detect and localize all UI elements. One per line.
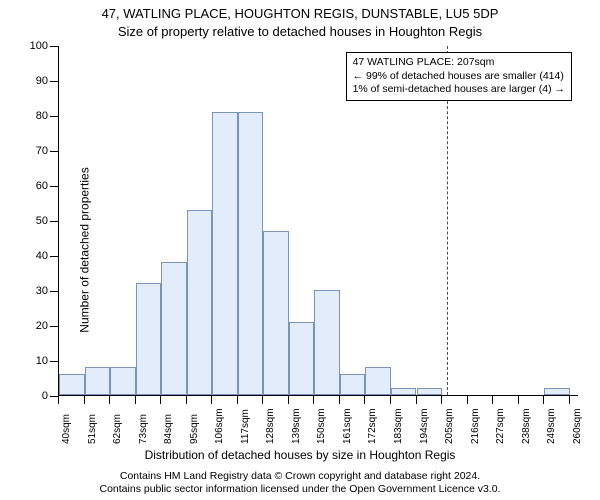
x-tick <box>390 396 391 404</box>
y-tick-label: 40 <box>36 250 48 262</box>
x-tick <box>416 396 417 404</box>
x-tick-label: 128sqm <box>265 408 276 444</box>
annotation-line1: 47 WATLING PLACE: 207sqm <box>353 56 565 70</box>
x-tick-label: 150sqm <box>316 408 327 444</box>
y-tick-label: 10 <box>36 355 48 367</box>
x-tick-label: 205sqm <box>444 408 455 444</box>
chart-root: 47, WATLING PLACE, HOUGHTON REGIS, DUNST… <box>0 0 600 500</box>
bar <box>314 290 340 395</box>
x-tick <box>313 396 314 404</box>
x-tick-label: 183sqm <box>393 408 404 444</box>
x-tick <box>160 396 161 404</box>
annotation-box: 47 WATLING PLACE: 207sqm ← 99% of detach… <box>346 52 572 101</box>
y-tick-label: 20 <box>36 320 48 332</box>
bar <box>161 262 187 395</box>
y-tick-label: 50 <box>36 215 48 227</box>
x-tick-label: 172sqm <box>367 408 378 444</box>
x-tick <box>262 396 263 404</box>
bar <box>340 374 366 395</box>
x-tick-label: 227sqm <box>495 408 506 444</box>
x-tick-label: 216sqm <box>470 408 481 444</box>
bar <box>391 388 417 395</box>
x-tick <box>211 396 212 404</box>
x-tick-label: 62sqm <box>112 414 123 444</box>
bar <box>544 388 570 395</box>
y-tick-label: 0 <box>42 390 48 402</box>
x-tick-label: 73sqm <box>138 414 149 444</box>
bar <box>187 210 213 396</box>
y-tick <box>50 46 58 47</box>
x-tick <box>364 396 365 404</box>
bar <box>212 112 238 396</box>
x-tick-label: 249sqm <box>546 408 557 444</box>
footer: Contains HM Land Registry data © Crown c… <box>0 470 600 496</box>
x-tick <box>237 396 238 404</box>
y-tick <box>50 256 58 257</box>
bar <box>365 367 391 395</box>
y-tick-label: 70 <box>36 145 48 157</box>
bar <box>59 374 85 395</box>
y-tick <box>50 186 58 187</box>
bar <box>417 388 443 395</box>
x-tick-label: 51sqm <box>87 414 98 444</box>
x-tick <box>58 396 59 404</box>
y-tick-label: 60 <box>36 180 48 192</box>
annotation-line2: ← 99% of detached houses are smaller (41… <box>353 70 565 84</box>
bar <box>263 231 289 396</box>
x-tick <box>569 396 570 404</box>
x-tick-label: 238sqm <box>521 408 532 444</box>
x-tick-label: 260sqm <box>572 408 583 444</box>
y-tick-label: 80 <box>36 110 48 122</box>
x-tick-label: 161sqm <box>342 408 353 444</box>
y-tick <box>50 81 58 82</box>
x-tick <box>288 396 289 404</box>
annotation-line3: 1% of semi-detached houses are larger (4… <box>353 83 565 97</box>
x-tick <box>186 396 187 404</box>
bar <box>85 367 111 395</box>
x-tick <box>518 396 519 404</box>
x-tick-label: 117sqm <box>240 409 251 444</box>
bar <box>110 367 136 395</box>
bar <box>238 112 264 396</box>
x-tick-label: 40sqm <box>61 414 72 444</box>
bar <box>136 283 162 395</box>
y-tick <box>50 116 58 117</box>
x-tick <box>109 396 110 404</box>
x-tick-label: 139sqm <box>291 408 302 444</box>
plot-area: 47 WATLING PLACE: 207sqm ← 99% of detach… <box>58 46 578 396</box>
x-tick <box>543 396 544 404</box>
x-tick <box>441 396 442 404</box>
y-tick <box>50 396 58 397</box>
bar <box>289 322 315 396</box>
chart-title-line1: 47, WATLING PLACE, HOUGHTON REGIS, DUNST… <box>0 6 600 21</box>
x-tick-label: 95sqm <box>189 414 200 444</box>
y-tick-label: 90 <box>36 75 48 87</box>
y-tick <box>50 326 58 327</box>
chart-title-line2: Size of property relative to detached ho… <box>0 24 600 39</box>
x-tick-label: 106sqm <box>214 408 225 444</box>
x-tick <box>135 396 136 404</box>
x-tick <box>492 396 493 404</box>
x-tick-label: 84sqm <box>163 414 174 444</box>
y-tick <box>50 151 58 152</box>
footer-line2: Contains public sector information licen… <box>0 483 600 496</box>
x-axis-label: Distribution of detached houses by size … <box>0 448 600 462</box>
footer-line1: Contains HM Land Registry data © Crown c… <box>0 470 600 483</box>
y-tick <box>50 221 58 222</box>
y-tick <box>50 291 58 292</box>
y-tick-label: 30 <box>36 285 48 297</box>
x-tick <box>84 396 85 404</box>
y-tick-label: 100 <box>30 40 48 52</box>
x-tick-label: 194sqm <box>419 408 430 444</box>
x-tick <box>467 396 468 404</box>
x-tick <box>339 396 340 404</box>
y-tick <box>50 361 58 362</box>
